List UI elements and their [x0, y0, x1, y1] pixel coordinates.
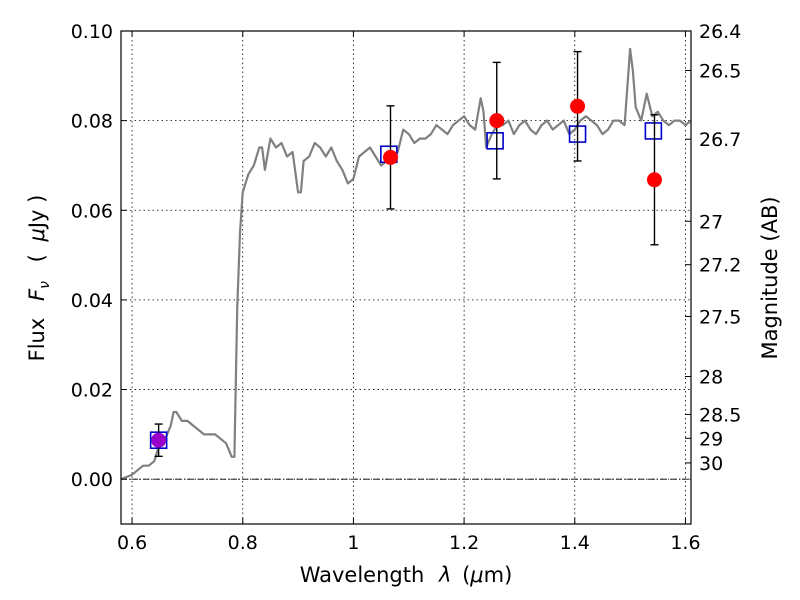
magnitude-tick-label: 26.5	[699, 60, 741, 82]
y-axis-label: Flux Fν ( μJy )	[25, 195, 54, 362]
magnitude-tick-label: 26.7	[699, 129, 741, 151]
magnitude-tick-label: 27.2	[699, 255, 741, 277]
magnitude-tick-label: 30	[699, 453, 723, 475]
y-tick-label: 0.08	[71, 111, 113, 133]
magnitude-tick-label: 27	[699, 211, 723, 233]
plot-frame	[120, 30, 692, 525]
x-tick-label: 1.4	[560, 532, 590, 554]
x-axis-label: Wavelength λ (μm)	[300, 563, 513, 587]
magnitude-tick-label: 28.5	[699, 404, 741, 426]
y-tick-label: 0.10	[71, 21, 113, 43]
y-tick-label: 0.00	[71, 469, 113, 491]
plot-content	[121, 47, 691, 481]
observed-photometry-point	[570, 98, 586, 114]
x-tick-label: 0.6	[117, 532, 147, 554]
observed-photometry-point	[151, 432, 167, 448]
observed-photometry-point	[383, 149, 399, 165]
model-photometry-square	[644, 122, 663, 140]
magnitude-axis: 26.4 26.5 26.7 27 27.2 27.5 28 28.529 30	[685, 21, 741, 475]
model-photometry-square	[486, 132, 504, 150]
x-axis: 0.6 0.8 1 1.2 1.4 1.6	[117, 31, 701, 554]
magnitude-tick-label: 26.4	[699, 21, 741, 43]
magnitude-tick-label: 28	[699, 367, 723, 389]
observed-photometry-point	[646, 172, 662, 188]
grid	[121, 30, 691, 524]
x-tick-label: 1.6	[670, 532, 700, 554]
x-tick-label: 1.2	[449, 532, 479, 554]
x-tick-label: 1	[347, 532, 359, 554]
spectrum-line	[121, 47, 691, 481]
observed-photometry-point	[489, 113, 505, 129]
magnitude-axis-label: Magnitude (AB)	[758, 196, 782, 359]
y-tick-label: 0.02	[71, 380, 113, 402]
x-tick-label: 0.8	[228, 532, 258, 554]
y-tick-label: 0.04	[71, 290, 113, 312]
y-axis: 0.00 0.02 0.04 0.06 0.08 0.10	[71, 21, 127, 491]
magnitude-tick-label: 29	[699, 428, 723, 450]
y-tick-label: 0.06	[71, 200, 113, 222]
magnitude-tick-label: 27.5	[699, 306, 741, 328]
